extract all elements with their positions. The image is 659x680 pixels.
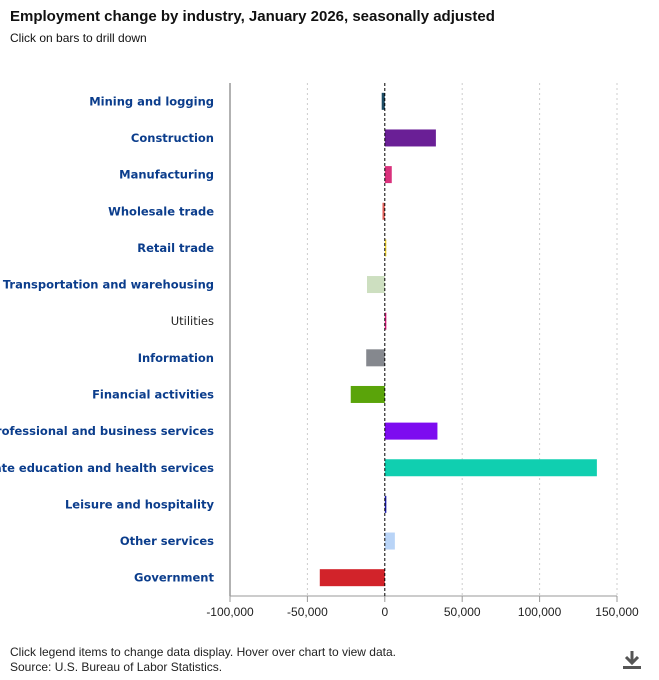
- footer-source: Source: U.S. Bureau of Labor Statistics.: [10, 660, 223, 674]
- category-label[interactable]: Financial activities: [92, 387, 214, 401]
- bar-information[interactable]: [366, 349, 385, 367]
- category-label[interactable]: Wholesale trade: [108, 204, 214, 218]
- chart-subtitle: Click on bars to drill down: [10, 31, 147, 45]
- x-tick-label: 150,000: [595, 605, 639, 619]
- category-label[interactable]: Construction: [131, 131, 214, 145]
- x-tick-label: -100,000: [206, 605, 254, 619]
- category-label[interactable]: Information: [138, 351, 214, 365]
- chart-title: Employment change by industry, January 2…: [10, 8, 495, 25]
- x-tick-label: -50,000: [287, 605, 328, 619]
- bar-retail-trade[interactable]: [384, 239, 387, 257]
- bar-utilities[interactable]: [384, 312, 387, 330]
- bar-chart: -100,000 -50,000 0 50,000 100,000 150,000 Mini…: [0, 83, 639, 619]
- bar-private-education-and-health-services[interactable]: [384, 459, 597, 477]
- bar-transportation-and-warehousing[interactable]: [366, 276, 385, 294]
- category-label[interactable]: Mining and logging: [89, 94, 214, 108]
- bar-government[interactable]: [319, 569, 385, 587]
- category-label: Utilities: [171, 314, 214, 328]
- bar-financial-activities[interactable]: [350, 385, 385, 403]
- bar-construction[interactable]: [384, 129, 436, 147]
- bar-other-services[interactable]: [384, 532, 395, 550]
- bar-professional-and-business-services[interactable]: [384, 422, 438, 440]
- category-label[interactable]: Leisure and hospitality: [65, 497, 215, 511]
- footer-note: Click legend items to change data displa…: [10, 645, 396, 659]
- category-label[interactable]: Transportation and warehousing: [3, 278, 214, 292]
- bar-wholesale-trade[interactable]: [382, 202, 385, 220]
- x-tick-label: 0: [381, 605, 388, 619]
- download-icon[interactable]: [620, 648, 644, 672]
- x-tick-label: 100,000: [518, 605, 562, 619]
- bar-leisure-and-hospitality[interactable]: [384, 495, 387, 513]
- category-label[interactable]: Manufacturing: [119, 168, 214, 182]
- category-label[interactable]: Government: [134, 571, 214, 585]
- category-label[interactable]: Private education and health services: [0, 461, 214, 475]
- x-tick-label: 50,000: [444, 605, 481, 619]
- bar-mining-and-logging[interactable]: [381, 92, 385, 110]
- category-label[interactable]: Retail trade: [137, 241, 214, 255]
- category-label[interactable]: Professional and business services: [0, 424, 214, 438]
- category-label[interactable]: Other services: [120, 534, 214, 548]
- bar-manufacturing[interactable]: [384, 166, 392, 184]
